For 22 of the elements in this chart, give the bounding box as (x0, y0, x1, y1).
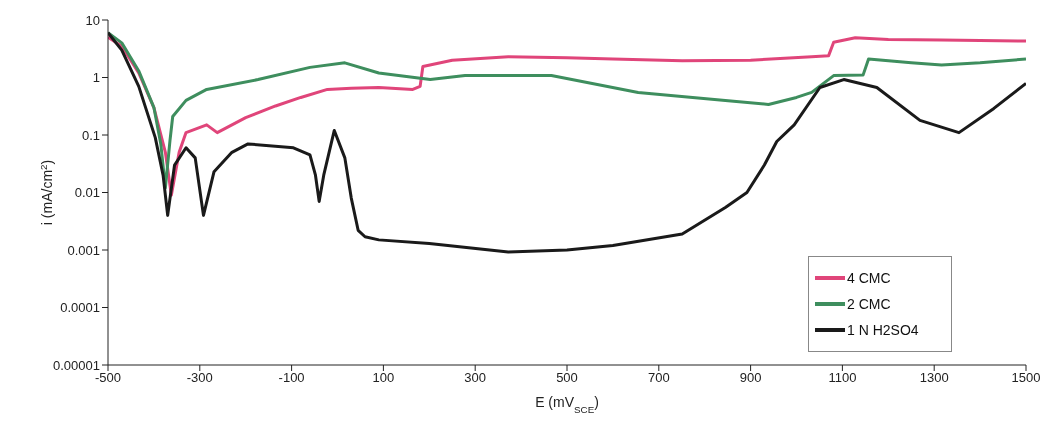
x-tick-label: 900 (739, 370, 762, 386)
x-tick-label: -100 (278, 370, 305, 386)
y-tick-label: 0.001 (67, 242, 100, 258)
legend-label: 1 N H2SO4 (847, 322, 919, 338)
y-tick-label: 1 (92, 70, 100, 86)
y-tick-label: 10 (85, 12, 100, 28)
y-tick-label: 0.0001 (60, 300, 100, 316)
x-tick-label: -500 (94, 370, 122, 386)
x-tick-label: 1500 (1011, 370, 1041, 386)
x-tick-label: 500 (556, 370, 578, 386)
x-tick-label: -300 (186, 370, 213, 386)
x-axis-title: E (mV$_{SCE}$) (535, 394, 599, 415)
x-tick-label: 1300 (919, 370, 949, 386)
legend-label: 2 CMC (847, 296, 891, 312)
y-tick-label: 0.1 (81, 127, 100, 143)
y-tick-label: 0.00001 (53, 357, 100, 373)
y-tick-label: 0.01 (74, 185, 100, 201)
x-tick-label: 1100 (828, 370, 857, 386)
legend-label: 4 CMC (847, 270, 891, 286)
x-tick-label: 300 (464, 370, 487, 386)
x-tick-label: 100 (372, 370, 395, 386)
x-tick-label: 700 (647, 370, 670, 386)
